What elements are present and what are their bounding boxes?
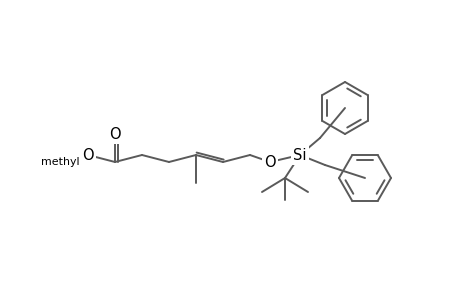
Text: O: O [109, 127, 121, 142]
Text: Si: Si [293, 148, 306, 163]
Text: O: O [82, 148, 94, 163]
Text: methyl: methyl [40, 157, 79, 167]
Text: O: O [263, 154, 275, 169]
